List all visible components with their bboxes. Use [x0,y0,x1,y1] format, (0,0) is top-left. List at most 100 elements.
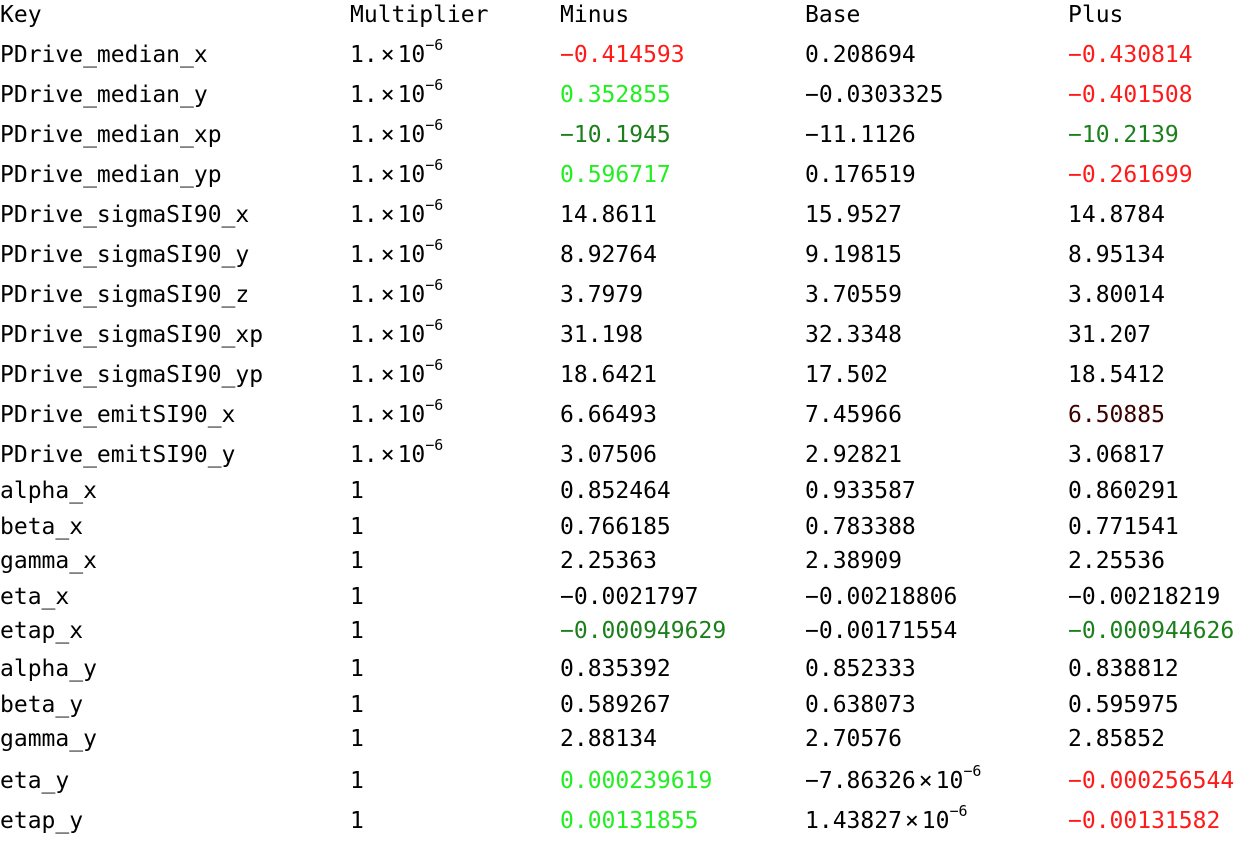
table-row: eta_y 1 0.000239619 −7.86326 × 10−6 −0.0002565… [0,762,1258,806]
cell-plus: 14.8784 [1068,200,1165,230]
cell-minus: −0.414593 [560,40,685,70]
cell-base: 7.45966 [805,400,902,430]
value-mantissa: 18.6421 [560,362,657,388]
cell-minus: 3.07506 [560,440,657,470]
cell-minus: −10.1945 [560,120,671,150]
cell-base: 2.70576 [805,724,902,754]
cell-multiplier: 1. × 10−6 [350,316,443,352]
cell-key: PDrive_sigmaSI90_x [0,202,250,228]
cell-key: beta_y [0,692,84,718]
value-mantissa: 2.92821 [805,442,902,468]
cell-plus: 8.95134 [1068,240,1165,270]
value-mantissa: 0.000239619 [560,768,713,794]
cell-key: etap_y [0,808,84,834]
cell-multiplier: 1 [350,582,364,612]
cell-plus: −0.00131582 [1068,806,1220,836]
value-mantissa: 1. [350,282,378,308]
cell-multiplier: 1. × 10−6 [350,276,443,312]
cell-minus: 2.25363 [560,546,657,576]
cell-base: 1.43827 × 10−6 [805,802,968,838]
value-mantissa: 8.95134 [1068,242,1165,268]
value-mantissa: 0.589267 [560,692,671,718]
value-mantissa: 0.771541 [1068,514,1179,540]
value-mantissa: 14.8784 [1068,202,1165,228]
value-mantissa: −0.000256544 [1068,768,1235,794]
cell-key: beta_x [0,514,84,540]
table-row: alpha_x 1 0.852464 0.933587 0.860291 [0,476,1258,516]
cell-multiplier: 1. × 10−6 [350,116,443,152]
cell-key: PDrive_sigmaSI90_xp [0,322,264,348]
value-mantissa: 31.198 [560,322,644,348]
value-mantissa: 0.852333 [805,656,916,682]
value-mantissa: 3.70559 [805,282,902,308]
value-mantissa: −0.0303325 [805,82,944,108]
cell-base: 0.783388 [805,512,916,542]
cell-plus: −0.261699 [1068,160,1193,190]
cell-multiplier: 1 [350,690,364,720]
value-mantissa: −10.1945 [560,122,671,148]
cell-minus: 0.352855 [560,80,671,110]
cell-multiplier: 1. × 10−6 [350,76,443,112]
cell-multiplier: 1. × 10−6 [350,156,443,192]
cell-plus: 0.838812 [1068,654,1179,684]
base-ten: 10 [397,162,426,188]
base-ten: 10 [397,122,426,148]
value-mantissa: 32.3348 [805,322,902,348]
value-exponent: −6 [425,196,444,214]
table-row: PDrive_emitSI90_x 1. × 10−6 6.66493 7.45966 6.… [0,396,1258,440]
cell-key: PDrive_median_yp [0,162,222,188]
value-mantissa: 1. [350,362,378,388]
cell-base: 0.638073 [805,690,916,720]
value-mantissa: 0.838812 [1068,656,1179,682]
value-mantissa: 1. [350,202,378,228]
value-mantissa: 0.596717 [560,162,671,188]
table-row: PDrive_median_xp 1. × 10−6 −10.1945 −11.1126 −… [0,116,1258,160]
value-mantissa: 3.7979 [560,282,644,308]
value-exponent: −6 [425,36,444,54]
value-mantissa: −0.000944626 [1068,618,1235,644]
cell-base: −11.1126 [805,120,916,150]
cell-base: 0.933587 [805,476,916,506]
base-ten: 10 [397,282,426,308]
value-exponent: −6 [963,762,982,780]
header-minus: Minus [560,2,630,28]
cell-multiplier: 1 [350,654,364,684]
cell-minus: 0.00131855 [560,806,698,836]
cell-multiplier: 1. × 10−6 [350,436,443,472]
header-base: Base [805,2,861,28]
value-mantissa: 6.66493 [560,402,657,428]
cell-key: PDrive_median_xp [0,122,222,148]
header-row: Key Multiplier Minus Base Plus [0,0,1258,40]
cell-plus: 0.860291 [1068,476,1179,506]
value-exponent: −6 [425,156,444,174]
value-mantissa: 1. [350,162,378,188]
cell-minus: 18.6421 [560,360,657,390]
cell-key: eta_y [0,768,70,794]
table-row: PDrive_sigmaSI90_y 1. × 10−6 8.92764 9.19815 8… [0,236,1258,280]
cell-plus: 2.25536 [1068,546,1165,576]
value-mantissa: 2.85852 [1068,726,1165,752]
cell-key: PDrive_median_y [0,82,208,108]
cell-minus: 0.852464 [560,476,671,506]
cell-multiplier: 1. × 10−6 [350,196,443,232]
value-mantissa: 18.5412 [1068,362,1165,388]
times-sign: × [380,122,395,148]
value-mantissa: 0.176519 [805,162,916,188]
value-mantissa: 9.19815 [805,242,902,268]
base-ten: 10 [397,362,426,388]
cell-minus: 0.000239619 [560,766,712,796]
value-mantissa: 0.638073 [805,692,916,718]
value-mantissa: 0.783388 [805,514,916,540]
base-ten: 10 [397,82,426,108]
value-mantissa: 1. [350,122,378,148]
cell-key: etap_x [0,618,84,644]
value-exponent: −6 [425,436,444,454]
base-ten: 10 [921,808,950,834]
value-mantissa: 0.835392 [560,656,671,682]
value-mantissa: 1 [350,808,364,834]
value-mantissa: 8.92764 [560,242,657,268]
value-mantissa: 1 [350,656,364,682]
value-mantissa: 2.38909 [805,548,902,574]
cell-multiplier: 1 [350,512,364,542]
